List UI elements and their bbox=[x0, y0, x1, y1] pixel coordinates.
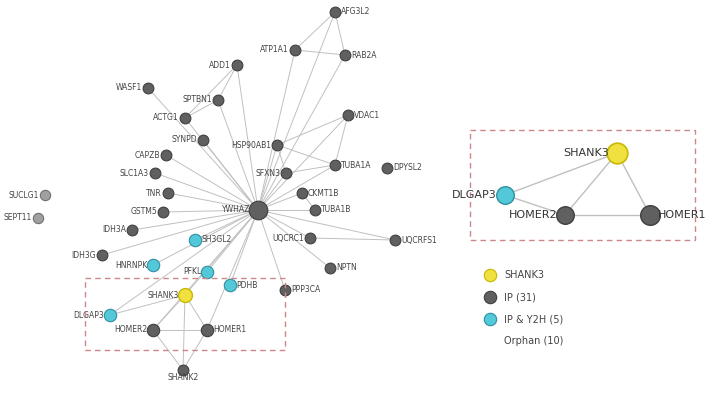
Text: HNRNPK: HNRNPK bbox=[115, 260, 147, 270]
Text: SHANK3: SHANK3 bbox=[148, 290, 179, 300]
Point bbox=[202, 327, 213, 333]
Text: WASF1: WASF1 bbox=[116, 84, 142, 92]
Text: CKMT1B: CKMT1B bbox=[308, 188, 339, 198]
Text: DPYSL2: DPYSL2 bbox=[393, 164, 422, 172]
Text: SHANK2: SHANK2 bbox=[168, 372, 199, 382]
Text: IDH3A: IDH3A bbox=[102, 226, 126, 234]
Point bbox=[178, 367, 189, 373]
Point bbox=[280, 170, 292, 176]
Text: SHANK3: SHANK3 bbox=[504, 270, 544, 280]
Bar bbox=[85, 278, 285, 350]
Text: Orphan (10): Orphan (10) bbox=[504, 336, 563, 346]
Text: ATP1A1: ATP1A1 bbox=[261, 46, 289, 54]
Point bbox=[212, 97, 224, 103]
Point bbox=[231, 62, 243, 68]
Text: SFXN3: SFXN3 bbox=[255, 168, 280, 178]
Point bbox=[224, 282, 236, 288]
Text: VDAC1: VDAC1 bbox=[354, 110, 380, 120]
Point bbox=[484, 294, 496, 300]
Point bbox=[180, 292, 191, 298]
Text: PFKL: PFKL bbox=[182, 268, 201, 276]
Point bbox=[39, 192, 50, 198]
Point bbox=[484, 316, 496, 322]
Text: SLC1A3: SLC1A3 bbox=[120, 168, 149, 178]
Text: IP & Y2H (5): IP & Y2H (5) bbox=[504, 314, 563, 324]
Point bbox=[499, 192, 510, 198]
Point bbox=[126, 227, 138, 233]
Point bbox=[559, 212, 571, 218]
Text: SH3GL2: SH3GL2 bbox=[201, 236, 231, 244]
Point bbox=[97, 252, 108, 258]
Text: HOMER1: HOMER1 bbox=[658, 210, 706, 220]
Text: PDHB: PDHB bbox=[236, 280, 258, 290]
Text: NPTN: NPTN bbox=[336, 264, 356, 272]
Point bbox=[180, 115, 191, 121]
Text: PPP3CA: PPP3CA bbox=[291, 286, 320, 294]
Text: SUCLG1: SUCLG1 bbox=[9, 190, 39, 200]
Text: TUBA1A: TUBA1A bbox=[341, 160, 371, 170]
Point bbox=[484, 272, 496, 278]
Text: UQCRFS1: UQCRFS1 bbox=[401, 236, 437, 244]
Point bbox=[160, 152, 172, 158]
Point bbox=[644, 212, 655, 218]
Text: IDH3G: IDH3G bbox=[72, 250, 96, 260]
Point bbox=[158, 209, 169, 215]
Text: SPTBN1: SPTBN1 bbox=[182, 96, 212, 104]
Point bbox=[329, 9, 341, 15]
Point bbox=[147, 262, 158, 268]
Text: SYNPD: SYNPD bbox=[171, 136, 197, 144]
Point bbox=[142, 85, 153, 91]
Text: RAB2A: RAB2A bbox=[351, 50, 376, 60]
Text: SHANK3: SHANK3 bbox=[563, 148, 609, 158]
Text: CAPZB: CAPZB bbox=[134, 150, 160, 160]
Point bbox=[190, 237, 201, 243]
Bar bbox=[470, 130, 695, 240]
Point bbox=[296, 190, 307, 196]
Point bbox=[305, 235, 316, 241]
Text: HOMER2: HOMER2 bbox=[508, 210, 557, 220]
Point bbox=[163, 190, 174, 196]
Point bbox=[324, 265, 336, 271]
Point bbox=[149, 170, 160, 176]
Point bbox=[271, 142, 283, 148]
Text: ACTG1: ACTG1 bbox=[153, 114, 179, 122]
Text: HOMER2: HOMER2 bbox=[114, 326, 147, 334]
Point bbox=[197, 137, 209, 143]
Text: ADD1: ADD1 bbox=[209, 60, 231, 70]
Point bbox=[202, 269, 213, 275]
Point bbox=[310, 207, 321, 213]
Point bbox=[389, 237, 400, 243]
Text: UQCRC1: UQCRC1 bbox=[273, 234, 304, 242]
Point bbox=[33, 215, 44, 221]
Point bbox=[252, 207, 263, 213]
Text: TUBA1B: TUBA1B bbox=[321, 206, 351, 214]
Text: GSTM5: GSTM5 bbox=[130, 208, 157, 216]
Point bbox=[289, 47, 300, 53]
Text: YWHAZ: YWHAZ bbox=[222, 206, 250, 214]
Text: SEPT11: SEPT11 bbox=[4, 214, 32, 222]
Text: HSP90AB1: HSP90AB1 bbox=[231, 140, 271, 150]
Point bbox=[342, 112, 354, 118]
Text: DLGAP3: DLGAP3 bbox=[452, 190, 497, 200]
Point bbox=[279, 287, 290, 293]
Point bbox=[147, 327, 158, 333]
Point bbox=[611, 150, 623, 156]
Text: IP (31): IP (31) bbox=[504, 292, 536, 302]
Text: DLGAP3: DLGAP3 bbox=[73, 310, 104, 320]
Point bbox=[381, 165, 393, 171]
Point bbox=[329, 162, 341, 168]
Text: AFG3L2: AFG3L2 bbox=[341, 8, 371, 16]
Point bbox=[104, 312, 116, 318]
Text: TNR: TNR bbox=[146, 188, 162, 198]
Point bbox=[339, 52, 351, 58]
Text: HOMER1: HOMER1 bbox=[213, 326, 246, 334]
